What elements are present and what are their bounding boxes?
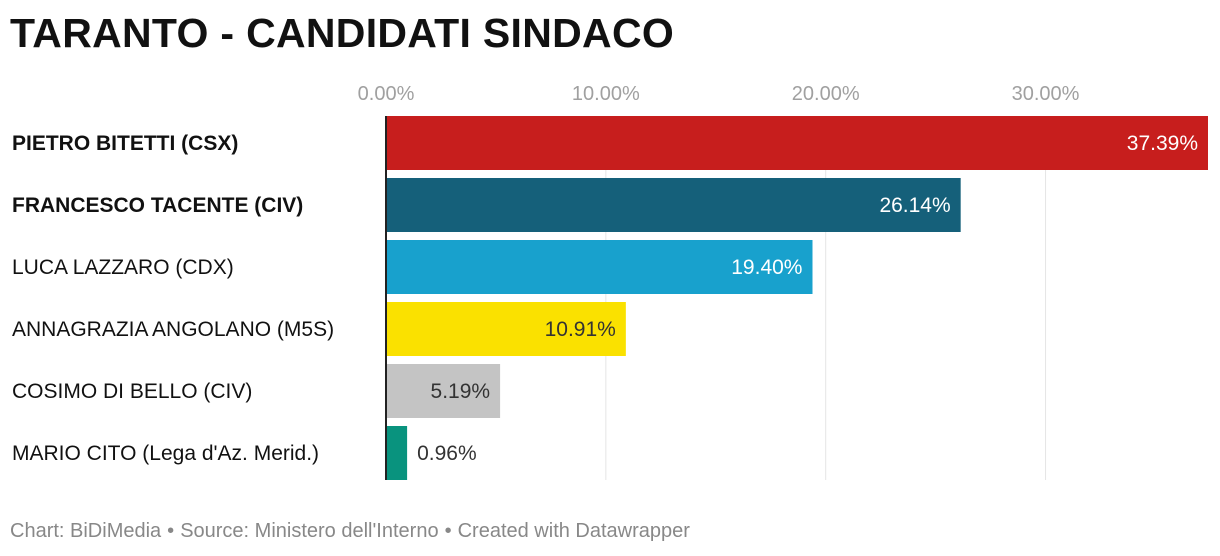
chart-footer: Chart: BiDiMedia • Source: Ministero dell'… xyxy=(10,520,690,543)
bar xyxy=(386,240,813,294)
bar xyxy=(386,116,1208,170)
datawrapper-credit: Created with Datawrapper xyxy=(457,520,690,542)
footer-separator: • xyxy=(444,520,452,542)
footer-separator: • xyxy=(167,520,175,542)
bar xyxy=(386,178,961,232)
bar-chart: 0.00% 10.00% 20.00% 30.00% PIETRO BITETTI (C… xyxy=(12,83,1208,480)
data-label: 26.14% xyxy=(879,194,950,217)
category-label: LUCA LAZZARO (CDX) xyxy=(12,256,234,279)
data-label: 37.39% xyxy=(1127,132,1198,155)
data-label: 0.96% xyxy=(417,442,477,465)
category-label: ANNAGRAZIA ANGOLANO (M5S) xyxy=(12,318,334,341)
category-label: MARIO CITO (Lega d'Az. Merid.) xyxy=(12,442,319,465)
category-label: FRANCESCO TACENTE (CIV) xyxy=(12,194,303,217)
bar xyxy=(386,364,501,418)
category-label: COSIMO DI BELLO (CIV) xyxy=(12,380,252,403)
chart-credit: Chart: BiDiMedia xyxy=(10,520,162,542)
data-label: 5.19% xyxy=(431,380,491,403)
category-label: PIETRO BITETTI (CSX) xyxy=(12,132,238,155)
bar xyxy=(386,302,626,356)
source-credit: Source: Ministero dell'Interno xyxy=(180,520,439,542)
x-tick-label: 30.00% xyxy=(1012,83,1080,105)
chart-title: TARANTO - CANDIDATI SINDACO xyxy=(10,10,675,56)
x-tick-label: 10.00% xyxy=(572,83,640,105)
bar xyxy=(386,426,408,480)
x-tick-label: 0.00% xyxy=(358,83,415,105)
x-tick-label: 20.00% xyxy=(792,83,860,105)
data-label: 10.91% xyxy=(545,318,616,341)
data-label: 19.40% xyxy=(731,256,802,279)
